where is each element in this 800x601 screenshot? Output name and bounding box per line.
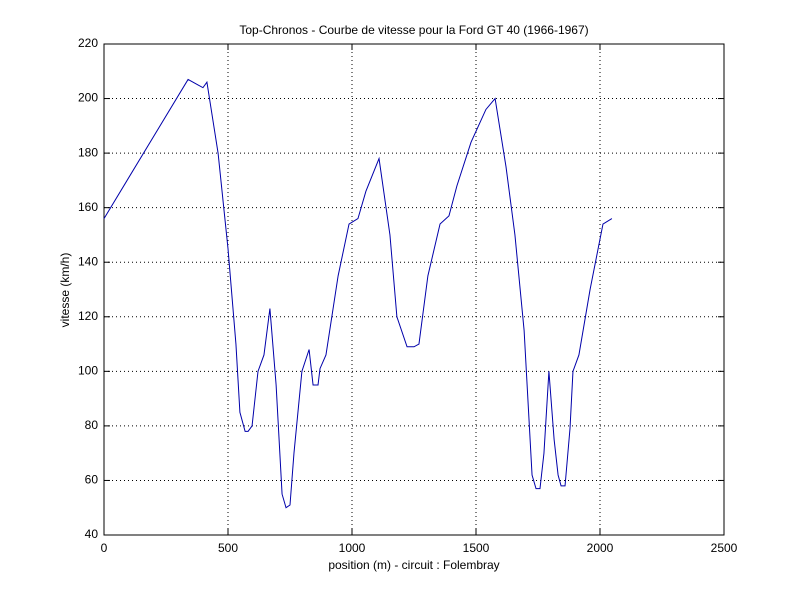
y-tick-label: 140 [78,254,98,268]
x-tick-label: 0 [101,541,108,555]
y-tick-label: 60 [85,473,99,487]
x-tick-label: 1500 [463,541,490,555]
y-tick-label: 220 [78,36,98,50]
y-tick-label: 100 [78,364,98,378]
chart-title: Top-Chronos - Courbe de vitesse pour la … [239,23,588,37]
y-tick-label: 40 [85,527,99,541]
plot-area [104,44,724,535]
y-tick-label: 160 [78,200,98,214]
x-tick-label: 500 [218,541,238,555]
y-tick-label: 120 [78,309,98,323]
x-tick-label: 1000 [339,541,366,555]
y-tick-label: 180 [78,145,98,159]
axes-box [103,43,725,536]
x-axis-label: position (m) - circuit : Folembray [328,558,499,572]
y-axis-label: vitesse (km/h) [58,253,72,328]
data-line [103,78,613,509]
y-tick-label: 200 [78,91,98,105]
x-tick-label: 2500 [711,541,738,555]
x-tick-label: 2000 [587,541,614,555]
y-tick-label: 80 [85,418,99,432]
